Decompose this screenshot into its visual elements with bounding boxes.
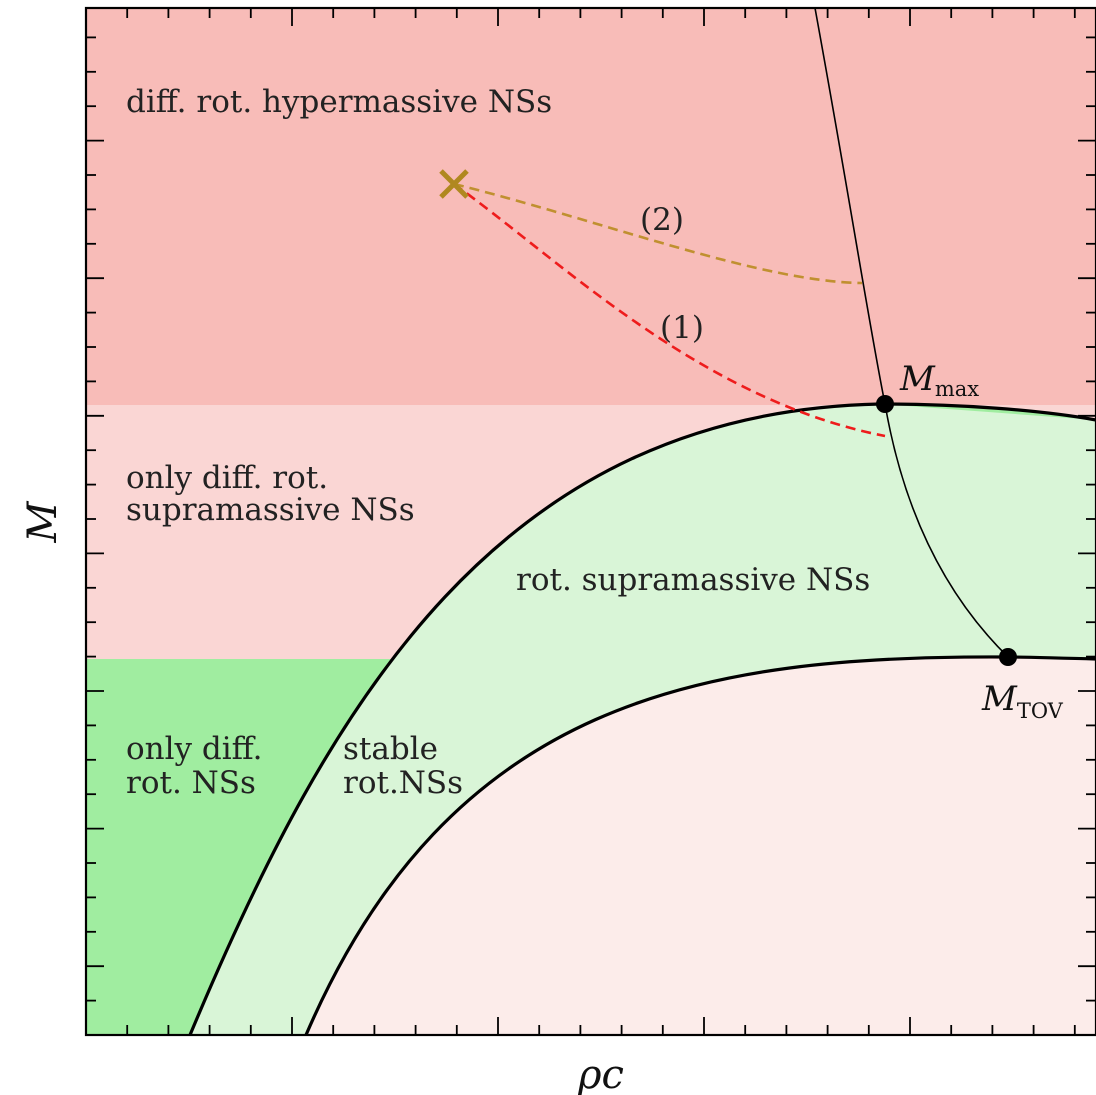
plot-frame <box>84 6 1096 1037</box>
evolution-path-2 <box>453 182 863 285</box>
mmax-point <box>876 395 894 413</box>
hypermassive-region <box>86 8 1096 405</box>
x-axis-label: ρc <box>577 1052 624 1095</box>
path-1-label: (1) <box>660 310 704 346</box>
stable-rot-region <box>190 404 1096 1035</box>
evolution-path-1 <box>453 182 886 438</box>
diff-supramassive-label-1: only diff. rot. <box>126 460 328 496</box>
x-axis-ticks <box>85 8 1076 1035</box>
stable-rot-label-1: stable <box>343 731 438 767</box>
mtov-point <box>999 648 1017 666</box>
start-cross-marker <box>439 169 469 199</box>
kepler-upper-curve <box>188 402 1096 1036</box>
stable-rot-label-2: rot.NSs <box>343 765 463 801</box>
tov-lower-curve <box>304 655 1096 1036</box>
hypermassive-label: diff. rot. hypermassive NSs <box>126 84 552 120</box>
mtov-label: MTOV <box>981 679 1064 723</box>
diff-rot-label-2: rot. NSs <box>126 765 256 801</box>
diff-rot-label-1: only diff. <box>126 731 262 767</box>
y-axis-label: M <box>20 500 66 543</box>
mmax-label: Mmax <box>899 359 979 401</box>
diff-supramassive-label-2: supramassive NSs <box>126 492 415 528</box>
y-axis-ticks <box>86 36 1096 1036</box>
rot-supramassive-label: rot. supramassive NSs <box>516 562 870 598</box>
path-2-label: (2) <box>640 202 684 238</box>
